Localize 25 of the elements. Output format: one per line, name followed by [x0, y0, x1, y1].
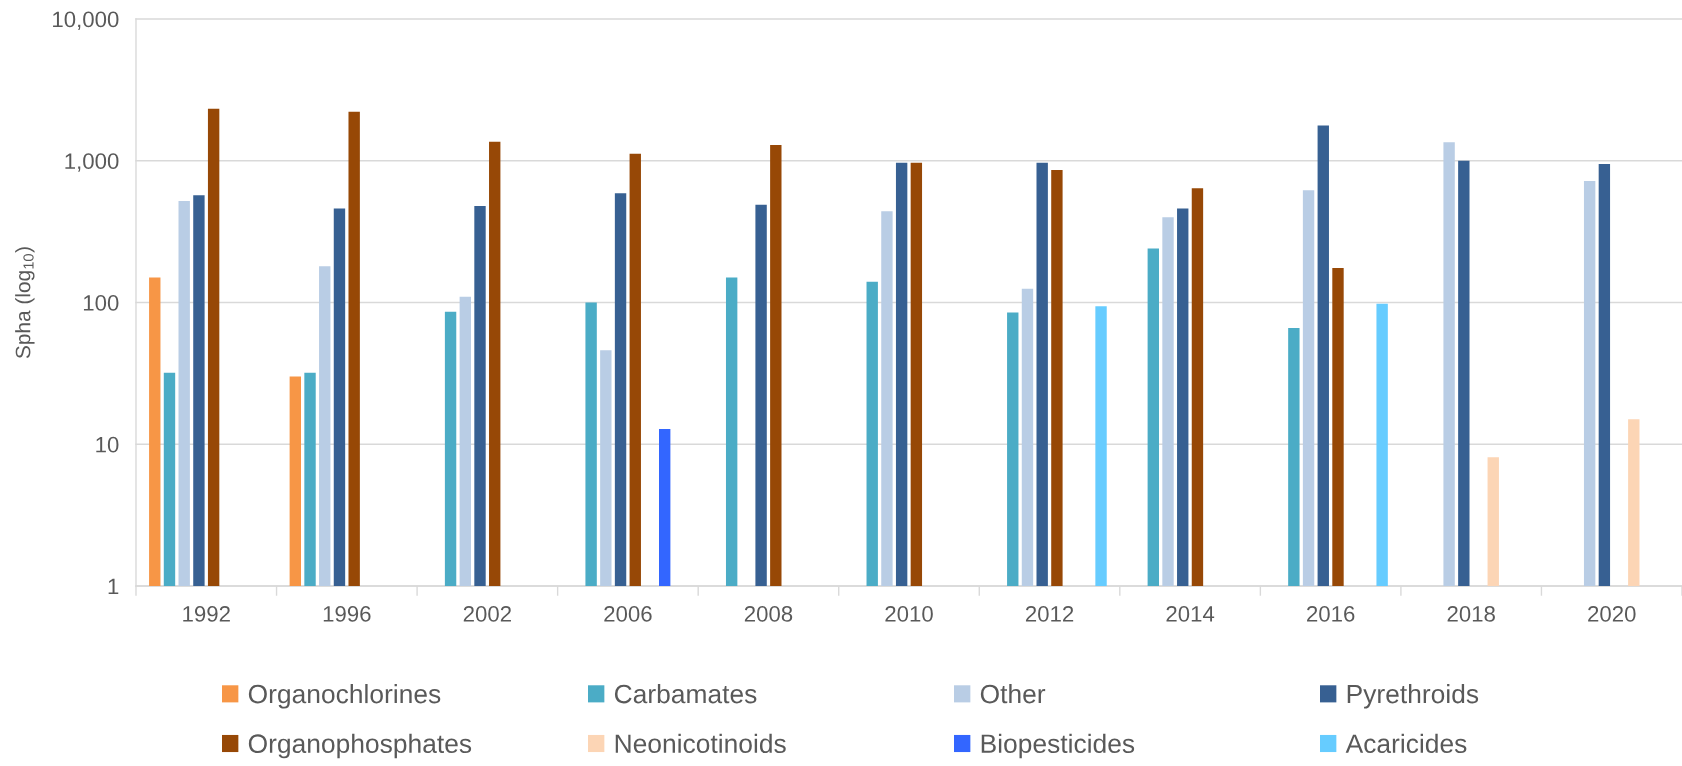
y-tick-label: 1,000 — [65, 153, 119, 172]
x-tick-label: 2020 — [1588, 606, 1636, 622]
x-tick-label: 1996 — [323, 606, 371, 622]
y-tick-label: 1 — [108, 578, 119, 595]
y-tick-label: 100 — [83, 295, 119, 311]
y-tick-label: 10,000 — [53, 11, 119, 30]
x-tick-label: 2006 — [604, 606, 652, 622]
x-tick-label: 2018 — [1447, 606, 1495, 622]
legend-label: Neonicotinoids — [615, 733, 786, 754]
x-tick-label: 2010 — [885, 606, 933, 622]
legend-label: Organophosphates — [248, 733, 472, 759]
x-tick-label: 2002 — [463, 606, 511, 622]
x-tick-label: 2012 — [1025, 606, 1074, 622]
legend-label: Pyrethroids — [1347, 684, 1479, 709]
x-tick-label: 2008 — [744, 606, 793, 622]
x-tick-label: 2014 — [1166, 606, 1215, 622]
legend-label: Biopesticides — [981, 733, 1135, 759]
x-tick-label: 2016 — [1307, 606, 1355, 622]
legend-label: Other — [980, 684, 1046, 704]
legend-label: Acaricides — [1345, 733, 1467, 754]
legend-label: Carbamates — [614, 684, 757, 704]
legend-label: Organochlorines — [248, 684, 441, 709]
y-tick-label: 10 — [96, 436, 119, 453]
y-axis-title: Spha (log$_{10}$) — [15, 247, 35, 359]
x-tick-label: 1992 — [183, 606, 230, 622]
